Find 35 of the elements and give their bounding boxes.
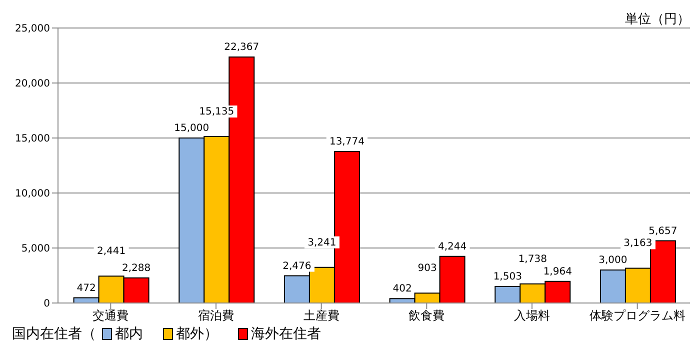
y-tick-label: 10,000 (15, 188, 50, 200)
data-label: 15,000 (174, 123, 210, 134)
y-tick-label: 15,000 (15, 134, 50, 145)
x-tick-label: 宿泊費 (198, 308, 234, 323)
x-tick-label: 飲食費 (408, 308, 445, 323)
legend-label: 都外） (175, 325, 218, 343)
legend-label: 海外在住者 (250, 325, 321, 343)
data-label: 1,738 (518, 254, 547, 265)
data-label: 3,000 (598, 255, 628, 266)
x-tick-label: 体験プログラム料 (589, 308, 686, 323)
data-label: 5,657 (648, 226, 678, 237)
data-label: 2,288 (122, 262, 151, 274)
x-tick-label: 入場料 (514, 308, 550, 323)
data-label: 22,367 (224, 42, 260, 53)
x-tick-label: 交通費 (92, 308, 129, 323)
y-tick-label: 0 (44, 298, 50, 310)
legend-label: 都内 (114, 325, 143, 343)
y-tick-label: 5,000 (21, 244, 50, 255)
data-label: 1,503 (493, 271, 522, 282)
y-tick-label: 25,000 (15, 24, 50, 35)
data-label: 15,135 (199, 106, 234, 118)
data-label: 2,476 (282, 260, 312, 272)
data-label: 1,964 (543, 266, 572, 278)
data-label: 472 (76, 282, 96, 294)
data-label: 4,244 (438, 241, 467, 252)
data-label: 13,774 (329, 136, 364, 148)
legend-title: 国内在住者（ (12, 325, 96, 343)
data-label: 402 (392, 284, 412, 295)
x-tick-label: 土産費 (303, 308, 340, 323)
y-tick-label: 20,000 (15, 78, 50, 90)
data-label: 903 (418, 263, 437, 274)
data-label: 2,441 (96, 246, 126, 258)
y-axis-title: 単位（円） (625, 11, 690, 28)
data-label: 3,163 (624, 238, 652, 250)
data-label: 3,241 (308, 237, 336, 248)
